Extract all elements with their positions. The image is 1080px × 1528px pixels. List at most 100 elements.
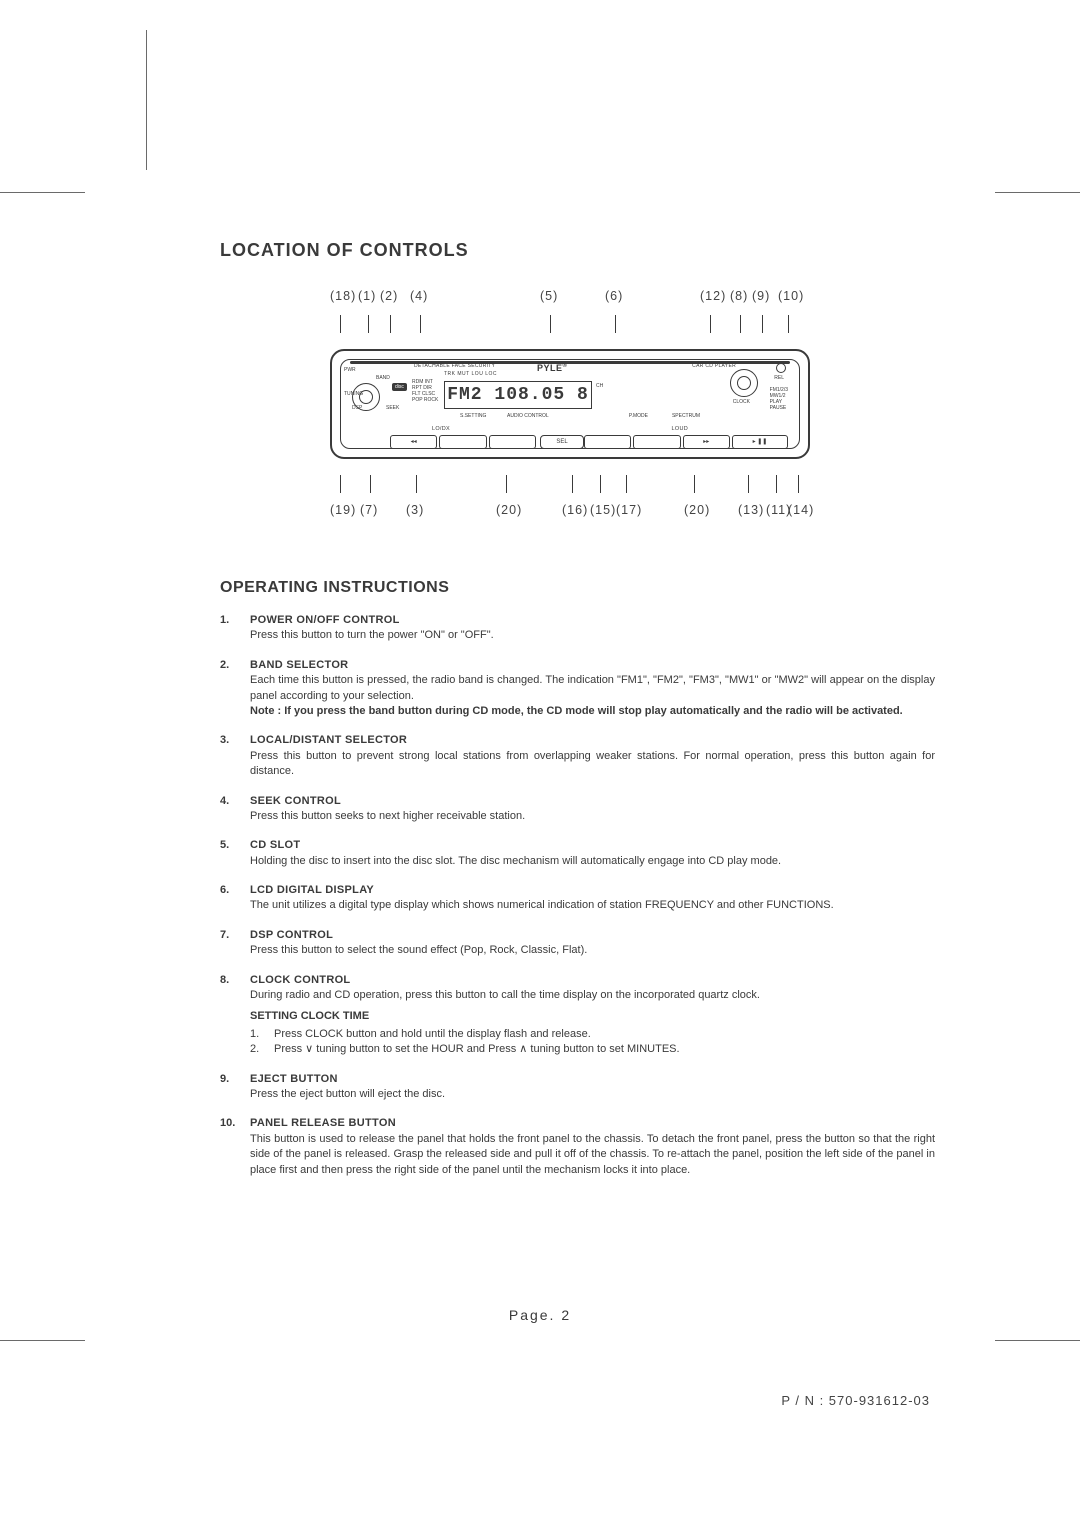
controls-diagram: (18)(1)(2)(4)(5)(6)(12)(8)(9)(10) DETACH… xyxy=(330,289,935,519)
pmode-label: P.MODE xyxy=(629,413,648,419)
callout-row-bottom: (19)(7)(3)(20)(16)(15)(17)(20)(13)(11)(1… xyxy=(330,503,810,519)
dsp-label: DSP xyxy=(352,405,362,411)
dsp-mode-labels: RDM INT RPT DIR FLT CLSC POP ROCK xyxy=(412,379,438,403)
loud-label: LOUD xyxy=(672,426,688,432)
preset-1: ◂◂ xyxy=(390,435,437,449)
instruction-body: Press this button to prevent strong loca… xyxy=(250,750,935,777)
instruction-sublist: 1.Press CLOCK button and hold until the … xyxy=(250,1027,935,1058)
instruction-number: 10. xyxy=(220,1116,235,1131)
sublist-item: 2.Press ∨ tuning button to set the HOUR … xyxy=(250,1042,935,1057)
instruction-body: Press this button to select the sound ef… xyxy=(250,944,587,956)
crop-mark xyxy=(995,1340,1080,1341)
preset-3 xyxy=(489,435,536,449)
callout-number: (4) xyxy=(410,289,428,303)
instruction-number: 8. xyxy=(220,973,229,988)
instruction-item: 4.SEEK CONTROLPress this button seeks to… xyxy=(220,794,935,825)
content-area: LOCATION OF CONTROLS (18)(1)(2)(4)(5)(6)… xyxy=(220,240,935,1328)
instruction-number: 4. xyxy=(220,794,229,809)
callout-number: (17) xyxy=(616,503,642,517)
instruction-title: DSP CONTROL xyxy=(250,928,935,943)
callout-number: (19) xyxy=(330,503,356,517)
instruction-number: 1. xyxy=(220,613,229,628)
page-number: Page. 2 xyxy=(0,1307,1080,1323)
spectrum-label: SPECTRUM xyxy=(672,413,700,419)
instruction-title: BAND SELECTOR xyxy=(250,658,935,673)
crop-mark xyxy=(995,192,1080,193)
instruction-body: Press this button seeks to next higher r… xyxy=(250,810,525,822)
callout-number: (7) xyxy=(360,503,378,517)
callout-number: (1) xyxy=(358,289,376,303)
callout-number: (20) xyxy=(496,503,522,517)
instruction-body: Press this button to turn the power "ON"… xyxy=(250,629,494,641)
clock-label: CLOCK xyxy=(733,399,750,405)
preset-6: ▸▸ xyxy=(683,435,730,449)
instruction-item: 8. CLOCK CONTROLDuring radio and CD opera… xyxy=(220,973,935,1058)
ch-label: CH xyxy=(596,383,603,389)
instruction-item: 9. EJECT BUTTONPress the eject button wil… xyxy=(220,1072,935,1103)
instruction-title: EJECT BUTTON xyxy=(250,1072,935,1087)
callout-number: (8) xyxy=(730,289,748,303)
callout-number: (6) xyxy=(605,289,623,303)
callout-number: (16) xyxy=(562,503,588,517)
crop-mark xyxy=(0,1340,85,1341)
instruction-title: LCD DIGITAL DISPLAY xyxy=(250,883,935,898)
rel-label: REL xyxy=(774,375,784,381)
brand-text: PYLE xyxy=(537,363,563,373)
callout-number: (2) xyxy=(380,289,398,303)
eject-button xyxy=(776,363,786,373)
separator-line xyxy=(146,30,147,170)
instruction-number: 5. xyxy=(220,838,229,853)
instruction-title: PANEL RELEASE BUTTON xyxy=(250,1116,935,1131)
operating-instructions-title: OPERATING INSTRUCTIONS xyxy=(220,579,935,597)
ssetting-label: S.SETTING xyxy=(460,413,486,419)
instruction-body: Holding the disc to insert into the disc… xyxy=(250,855,781,867)
seek-label: SEEK xyxy=(386,405,399,411)
instruction-number: 2. xyxy=(220,658,229,673)
callout-number: (15) xyxy=(590,503,616,517)
pwr-label: PWR xyxy=(344,367,356,373)
page: LOCATION OF CONTROLS (18)(1)(2)(4)(5)(6)… xyxy=(0,0,1080,1528)
instruction-body: Press the eject button will eject the di… xyxy=(250,1088,445,1100)
disc-label: disc xyxy=(392,383,407,391)
crop-mark xyxy=(0,192,85,193)
brand-logo: PYLE® xyxy=(537,363,567,373)
fm-mode-labels: FM1/2/3 MW1/2 PLAY PAUSE xyxy=(770,387,788,411)
lcd-display: FM2 108.05 8 xyxy=(444,381,592,409)
callout-number: (10) xyxy=(778,289,804,303)
sublist-item: 1.Press CLOCK button and hold until the … xyxy=(250,1027,935,1042)
callout-row-top: (18)(1)(2)(4)(5)(6)(12)(8)(9)(10) xyxy=(330,289,810,305)
instruction-title: CD SLOT xyxy=(250,838,935,853)
instruction-item: 10. PANEL RELEASE BUTTON This button is us… xyxy=(220,1116,935,1178)
instruction-number: 9. xyxy=(220,1072,229,1087)
preset-4 xyxy=(584,435,631,449)
instruction-body: This button is used to release the panel… xyxy=(250,1133,935,1176)
callout-number: (13) xyxy=(738,503,764,517)
instruction-number: 6. xyxy=(220,883,229,898)
instruction-note: Note : If you press the band button duri… xyxy=(250,705,903,717)
callout-number: (9) xyxy=(752,289,770,303)
leader-lines-top xyxy=(330,311,810,333)
sel-gap xyxy=(538,435,582,449)
product-type-label: CAR CD PLAYER xyxy=(692,363,736,369)
brand-reg: ® xyxy=(563,363,568,369)
part-number: P / N : 570-931612-03 xyxy=(781,1393,930,1408)
instruction-item: 6. LCD DIGITAL DISPLAYThe unit utilizes a… xyxy=(220,883,935,914)
preset-5 xyxy=(633,435,680,449)
leader-lines-bottom xyxy=(330,475,810,497)
preset-row: ◂◂ ▸▸ ▸ ❚❚ xyxy=(390,435,788,449)
instruction-list: 1.POWER ON/OFF CONTROLPress this button … xyxy=(220,613,935,1178)
instruction-title: CLOCK CONTROL xyxy=(250,973,935,988)
cd-play-btn: ▸ ❚❚ xyxy=(732,435,788,449)
detachable-label: DETACHABLE FACE SECURITY xyxy=(414,363,495,369)
instruction-body: The unit utilizes a digital type display… xyxy=(250,899,834,911)
device-faceplate: DETACHABLE FACE SECURITY PYLE® CAR CD PL… xyxy=(330,349,810,459)
instruction-body: During radio and CD operation, press thi… xyxy=(250,989,760,1001)
instruction-title: POWER ON/OFF CONTROL xyxy=(250,613,935,628)
instruction-title: LOCAL/DISTANT SELECTOR xyxy=(250,733,935,748)
instruction-item: 7.DSP CONTROLPress this button to select… xyxy=(220,928,935,959)
callout-number: (5) xyxy=(540,289,558,303)
instruction-item: 1. POWER ON/OFF CONTROLPress this button … xyxy=(220,613,935,644)
lodx-label: LO/DX xyxy=(432,426,450,432)
callout-number: (3) xyxy=(406,503,424,517)
callout-number: (12) xyxy=(700,289,726,303)
